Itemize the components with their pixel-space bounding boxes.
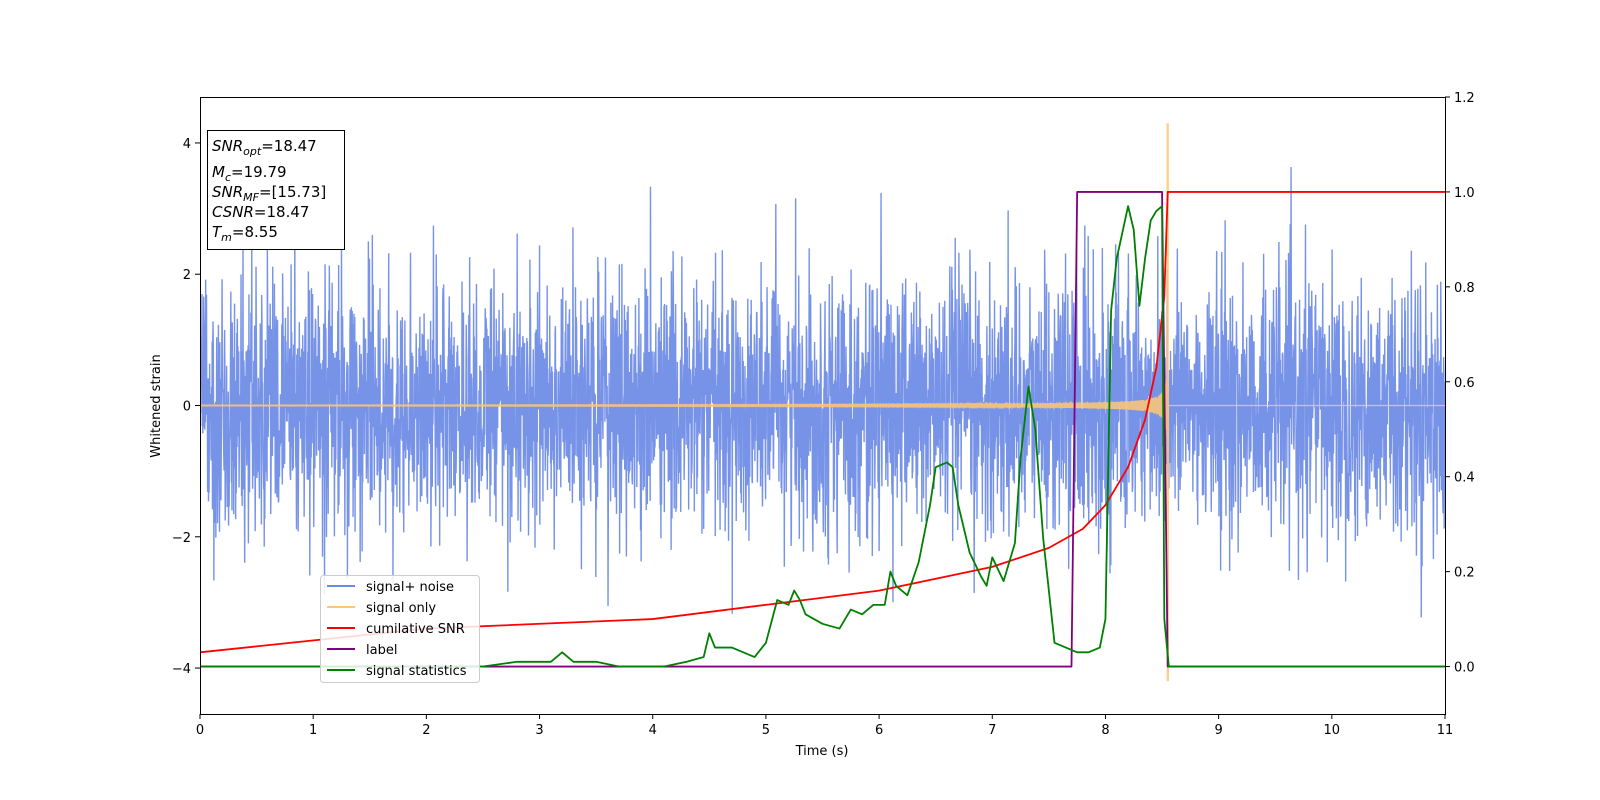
y-left-tick-label: 4	[183, 137, 191, 152]
x-tick-label: 6	[875, 723, 883, 738]
y-left-tick-label: 0	[183, 400, 191, 415]
series-signal-noise-line	[200, 166, 1445, 618]
y-right-tick-label: 0.6	[1454, 376, 1475, 391]
x-tick-label: 5	[762, 723, 770, 738]
x-tick-label: 9	[1214, 723, 1222, 738]
x-tick-label: 1	[309, 723, 317, 738]
legend: signal+ noise signal only cumilative SNR la…	[320, 575, 480, 683]
y-right-tick-label: 0.8	[1454, 281, 1475, 296]
y-right-tick-label: 1.0	[1454, 186, 1475, 201]
info-box: SNRopt=18.47Mc=19.79SNRMF=[15.73]CSNR=18…	[207, 130, 345, 250]
series-signal-only-line	[200, 123, 1445, 682]
x-tick-label: 3	[535, 723, 543, 738]
info-line: CSNR=18.47	[212, 203, 309, 221]
y-left-tick-label: 2	[183, 268, 191, 283]
legend-label: signal statistics	[366, 664, 467, 679]
x-tick-label: 10	[1324, 723, 1341, 738]
info-symbol: T	[212, 223, 223, 241]
x-axis: 0 1 2 3 4 5 6 7 8 9 10 11	[196, 714, 1453, 738]
y-right-tick-label: 1.2	[1454, 91, 1475, 106]
x-tick-label: 2	[422, 723, 430, 738]
info-value: =19.79	[231, 163, 287, 181]
plot-area	[200, 123, 1445, 682]
y-axis-right: 1.2 1.0 0.8 0.6 0.4 0.2 0.0	[1445, 91, 1475, 676]
info-line: SNRMF=[15.73]	[212, 183, 326, 204]
legend-label: label	[366, 643, 397, 658]
info-value: =[15.73]	[259, 183, 326, 201]
info-subscript: opt	[243, 145, 262, 158]
info-value: =18.47	[261, 137, 317, 155]
y-right-tick-label: 0.4	[1454, 471, 1475, 486]
x-tick-label: 8	[1101, 723, 1109, 738]
info-value: =8.55	[232, 223, 278, 241]
x-tick-label: 0	[196, 723, 204, 738]
info-subscript: MF	[243, 191, 259, 204]
legend-label: signal+ noise	[366, 580, 454, 595]
info-line: Tm=8.55	[212, 223, 278, 244]
info-line: Mc=19.79	[212, 163, 287, 184]
info-symbol: M	[212, 163, 225, 181]
info-line: SNRopt=18.47	[212, 137, 317, 158]
y-right-tick-label: 0.2	[1454, 566, 1475, 581]
info-subscript: c	[225, 171, 231, 184]
legend-frame	[320, 575, 480, 683]
legend-label: cumilative SNR	[366, 622, 465, 637]
info-box-frame	[207, 130, 345, 250]
y-axis-left: 4 2 0 −2 −4	[172, 137, 200, 677]
series-cumulative-snr-line	[200, 191, 1445, 654]
x-axis-label: Time (s)	[795, 744, 849, 759]
plot-frame	[200, 97, 1446, 715]
x-tick-label: 7	[988, 723, 996, 738]
y-axis-label: Whitened strain	[149, 354, 164, 457]
series-signal-statistics-line	[200, 205, 1445, 668]
info-symbol: CSNR	[212, 203, 254, 221]
y-left-tick-label: −4	[172, 662, 191, 677]
info-value: =18.47	[254, 203, 310, 221]
x-tick-label: 4	[649, 723, 657, 738]
y-right-tick-label: 0.0	[1454, 661, 1475, 676]
y-left-tick-label: −2	[172, 531, 191, 546]
x-tick-label: 11	[1437, 723, 1454, 738]
info-subscript: m	[221, 231, 232, 244]
info-symbol: SNR	[212, 183, 243, 201]
info-symbol: SNR	[212, 137, 243, 155]
legend-label: signal only	[366, 601, 436, 616]
